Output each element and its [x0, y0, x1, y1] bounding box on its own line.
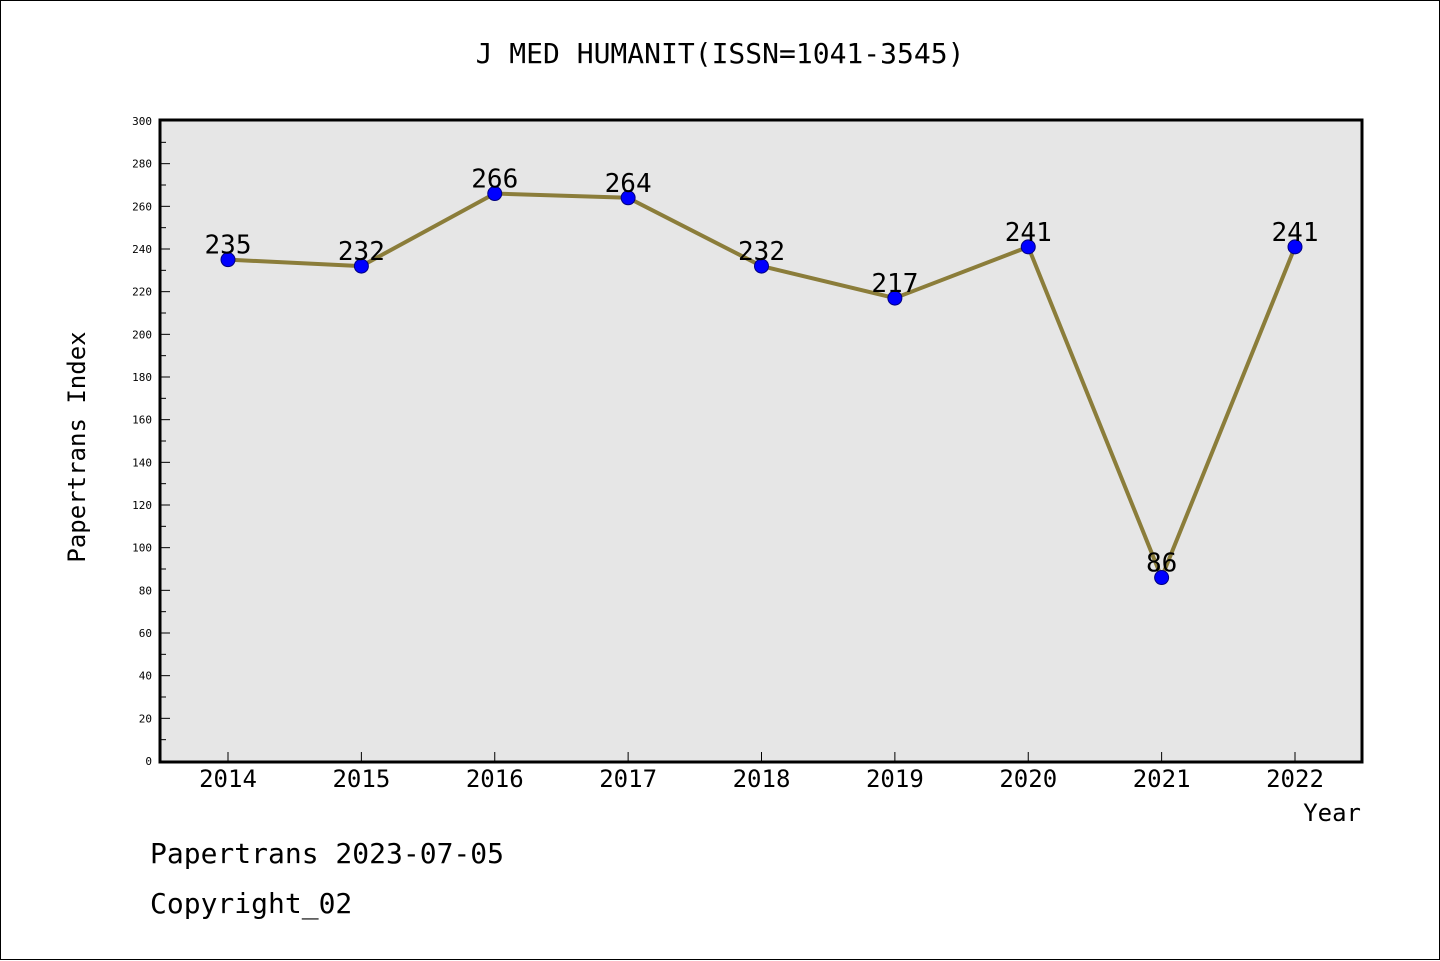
x-tick-label: 2016 [466, 765, 524, 793]
y-tick-label: 180 [132, 371, 152, 384]
y-tick-label: 20 [139, 712, 152, 725]
x-tick-label: 2014 [199, 765, 257, 793]
x-tick-label: 2019 [866, 765, 924, 793]
data-point [487, 186, 503, 202]
y-tick-label: 40 [139, 670, 152, 683]
x-tick-label: 2021 [1133, 765, 1191, 793]
series-markers [220, 186, 1303, 586]
y-tick-label: 80 [139, 584, 152, 597]
y-tick-label: 260 [132, 200, 152, 213]
data-point [754, 258, 769, 274]
data-point [887, 290, 903, 306]
y-tick-label: 240 [132, 243, 152, 256]
data-label: 232 [738, 237, 785, 267]
data-label: 232 [338, 237, 385, 267]
x-tick-label: 2015 [332, 765, 390, 793]
x-tick-label: 2017 [599, 765, 657, 793]
data-label: 241 [1272, 218, 1319, 248]
data-labels: 235 232 266 264 232 217 241 86 241 [205, 165, 1319, 579]
y-tick-label: 100 [132, 542, 152, 555]
data-label: 235 [205, 231, 252, 261]
data-label: 86 [1146, 549, 1177, 579]
data-point [1154, 570, 1170, 586]
y-axis: 0 20 40 60 80 100 120 140 160 180 200 220 240 260 280 3… [132, 115, 170, 768]
x-axis-label: Year [1303, 799, 1361, 827]
data-point [220, 252, 236, 268]
data-point [620, 190, 636, 206]
data-point [1287, 239, 1303, 255]
x-axis: 2014 2015 2016 2017 2018 2019 2020 2021 2022 [199, 752, 1324, 793]
y-tick-label: 300 [132, 115, 152, 128]
plot-area [158, 118, 1364, 764]
x-tick-label: 2018 [733, 765, 791, 793]
x-tick-label: 2022 [1266, 765, 1324, 793]
y-axis-label: Papertrans Index [63, 331, 91, 562]
y-tick-label: 160 [132, 414, 152, 427]
data-point [1020, 239, 1036, 255]
data-label: 217 [871, 269, 918, 299]
y-tick-label: 280 [132, 158, 152, 171]
chart-title: J MED HUMANIT(ISSN=1041-3545) [475, 37, 965, 70]
data-point [353, 258, 369, 274]
y-tick-label: 140 [132, 456, 152, 469]
data-label: 241 [1005, 218, 1052, 248]
data-label: 266 [471, 165, 518, 195]
data-label: 264 [605, 169, 652, 199]
y-tick-label: 0 [145, 755, 152, 768]
footer-date: Papertrans 2023-07-05 [150, 837, 505, 870]
footer-copyright: Copyright_02 [150, 887, 353, 920]
y-tick-label: 200 [132, 328, 152, 341]
y-tick-label: 120 [132, 499, 152, 512]
x-tick-label: 2020 [999, 765, 1057, 793]
y-tick-label: 60 [139, 627, 152, 640]
y-tick-label: 220 [132, 286, 152, 299]
